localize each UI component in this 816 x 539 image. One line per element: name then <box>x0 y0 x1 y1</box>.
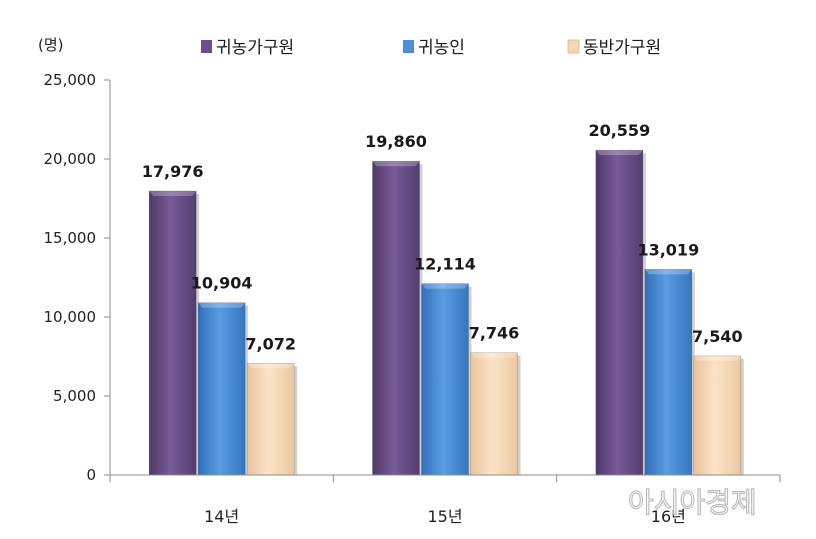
bar-2-0 <box>246 362 295 476</box>
y-tick-label: 0 <box>86 466 96 484</box>
bar-0-2 <box>595 149 644 476</box>
data-label-1-2: 13,019 <box>637 240 699 259</box>
bar-1-0 <box>197 302 246 476</box>
data-label-1-0: 10,904 <box>191 274 253 293</box>
data-label-2-2: 7,540 <box>692 327 743 346</box>
bars: 17,976 19,860 20,559 10,904 12,114 13,019 7,07… <box>142 121 744 476</box>
data-label-1-1: 12,114 <box>414 255 476 274</box>
data-label-0-1: 19,860 <box>365 132 427 151</box>
watermark: 아시아경제 <box>628 486 757 519</box>
y-tick-label: 5,000 <box>53 387 96 405</box>
y-tick-label: 25,000 <box>44 71 97 89</box>
bar-top-highlight <box>198 302 246 308</box>
legend-label-2: 동반가구원 <box>583 38 661 58</box>
y-unit-label: (명) <box>38 36 64 54</box>
bar-2-1 <box>470 352 518 476</box>
bar-2-2 <box>693 355 742 476</box>
legend-swatch-1 <box>403 40 414 53</box>
bar-0-0 <box>148 190 197 476</box>
y-tick-label: 15,000 <box>44 229 97 247</box>
bar-1-1 <box>421 283 469 476</box>
legend-label-1: 귀농인 <box>418 38 465 58</box>
x-tick-label: 14년 <box>204 507 239 526</box>
data-label-2-0: 7,072 <box>245 334 296 353</box>
x-axis: 14년 15년 16년 <box>109 474 781 526</box>
data-label-0-2: 20,559 <box>588 121 650 140</box>
bar-top-highlight <box>372 161 420 167</box>
bar-top-highlight <box>644 269 692 275</box>
bar-top-highlight <box>595 150 643 156</box>
legend-label-0: 귀농가구원 <box>216 38 294 58</box>
legend-swatch-0 <box>201 40 212 53</box>
legend-swatch-2 <box>567 39 580 54</box>
legend: 귀농가구원 귀농인 동반가구원 <box>201 38 661 58</box>
data-label-0-0: 17,976 <box>142 162 204 181</box>
bar-0-1 <box>372 160 420 476</box>
data-label-2-1: 7,746 <box>469 324 520 343</box>
bar-top-highlight <box>247 363 295 369</box>
x-tick-label: 15년 <box>427 507 462 526</box>
y-axis: 0 5,000 10,000 15,000 20,000 25,000 <box>44 71 111 484</box>
y-tick-label: 20,000 <box>44 150 97 168</box>
bar-top-highlight <box>421 283 469 289</box>
y-tick-label: 10,000 <box>44 308 97 326</box>
bar-1-2 <box>644 268 693 476</box>
bar-top-highlight <box>470 352 518 358</box>
x-tick-label: 16년 <box>651 507 686 526</box>
bar-top-highlight <box>693 355 741 361</box>
bar-top-highlight <box>149 190 197 196</box>
